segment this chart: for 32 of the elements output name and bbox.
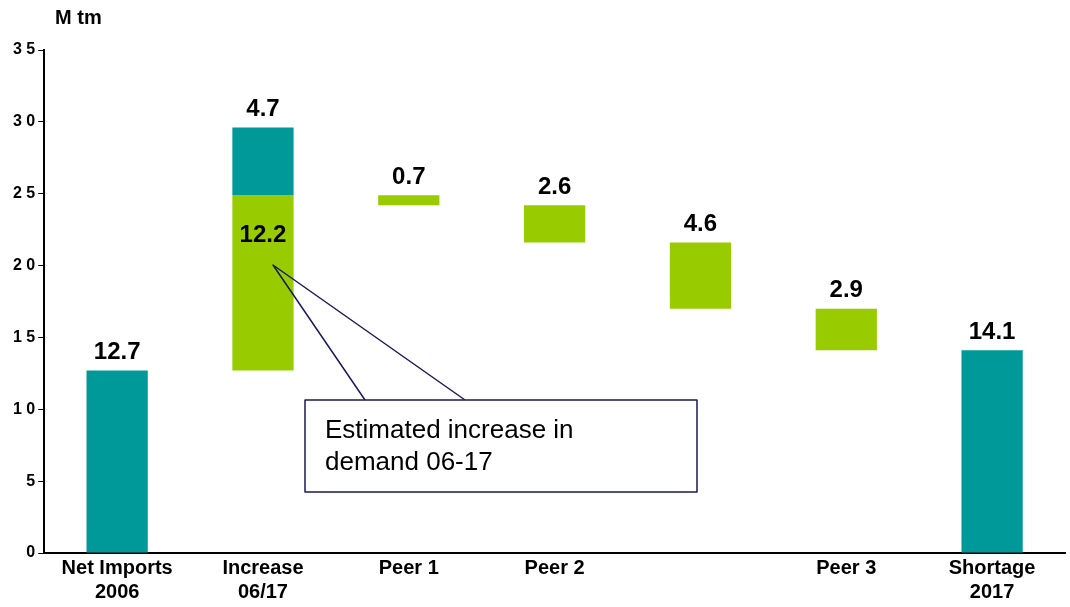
bar (524, 205, 586, 243)
annotation: Estimated increase in demand 06-17 (325, 414, 574, 477)
y-tick-label: 1 5 (12, 327, 36, 345)
y-tick-label: 0 (26, 543, 36, 561)
y-tick-label: 1 0 (12, 399, 36, 417)
y-tick-label: 5 (26, 471, 36, 489)
bar (86, 370, 148, 553)
data-label: 4.7 (246, 94, 280, 122)
data-label: 12.2 (239, 219, 287, 247)
y-axis-title: M tm (55, 5, 102, 28)
data-label: 2.6 (537, 171, 572, 199)
data-label: 0.7 (392, 161, 426, 189)
x-tick-label: Peer 3 (816, 555, 877, 578)
data-label: 14.1 (968, 316, 1016, 344)
x-tick-label: Peer 1 (378, 555, 439, 578)
x-tick-label: Net Imports 2006 (61, 555, 173, 602)
data-label: 2.9 (829, 275, 863, 303)
bar (669, 242, 732, 309)
y-tick-label: 3 0 (12, 112, 36, 130)
data-label: 12.7 (93, 337, 141, 365)
bar (232, 127, 294, 196)
y-tick-label: 2 0 (12, 255, 36, 273)
x-tick-label: Increase 06/17 (222, 555, 304, 602)
bar (961, 350, 1023, 553)
bar (378, 195, 440, 206)
bar (815, 308, 877, 351)
x-tick-label: Peer 2 (524, 555, 585, 578)
y-tick-label: 3 5 (12, 40, 36, 58)
data-label: 4.6 (683, 209, 718, 237)
y-tick-label: 2 5 (12, 184, 36, 202)
x-tick-label: Shortage 2017 (948, 555, 1036, 602)
bar (232, 195, 294, 371)
